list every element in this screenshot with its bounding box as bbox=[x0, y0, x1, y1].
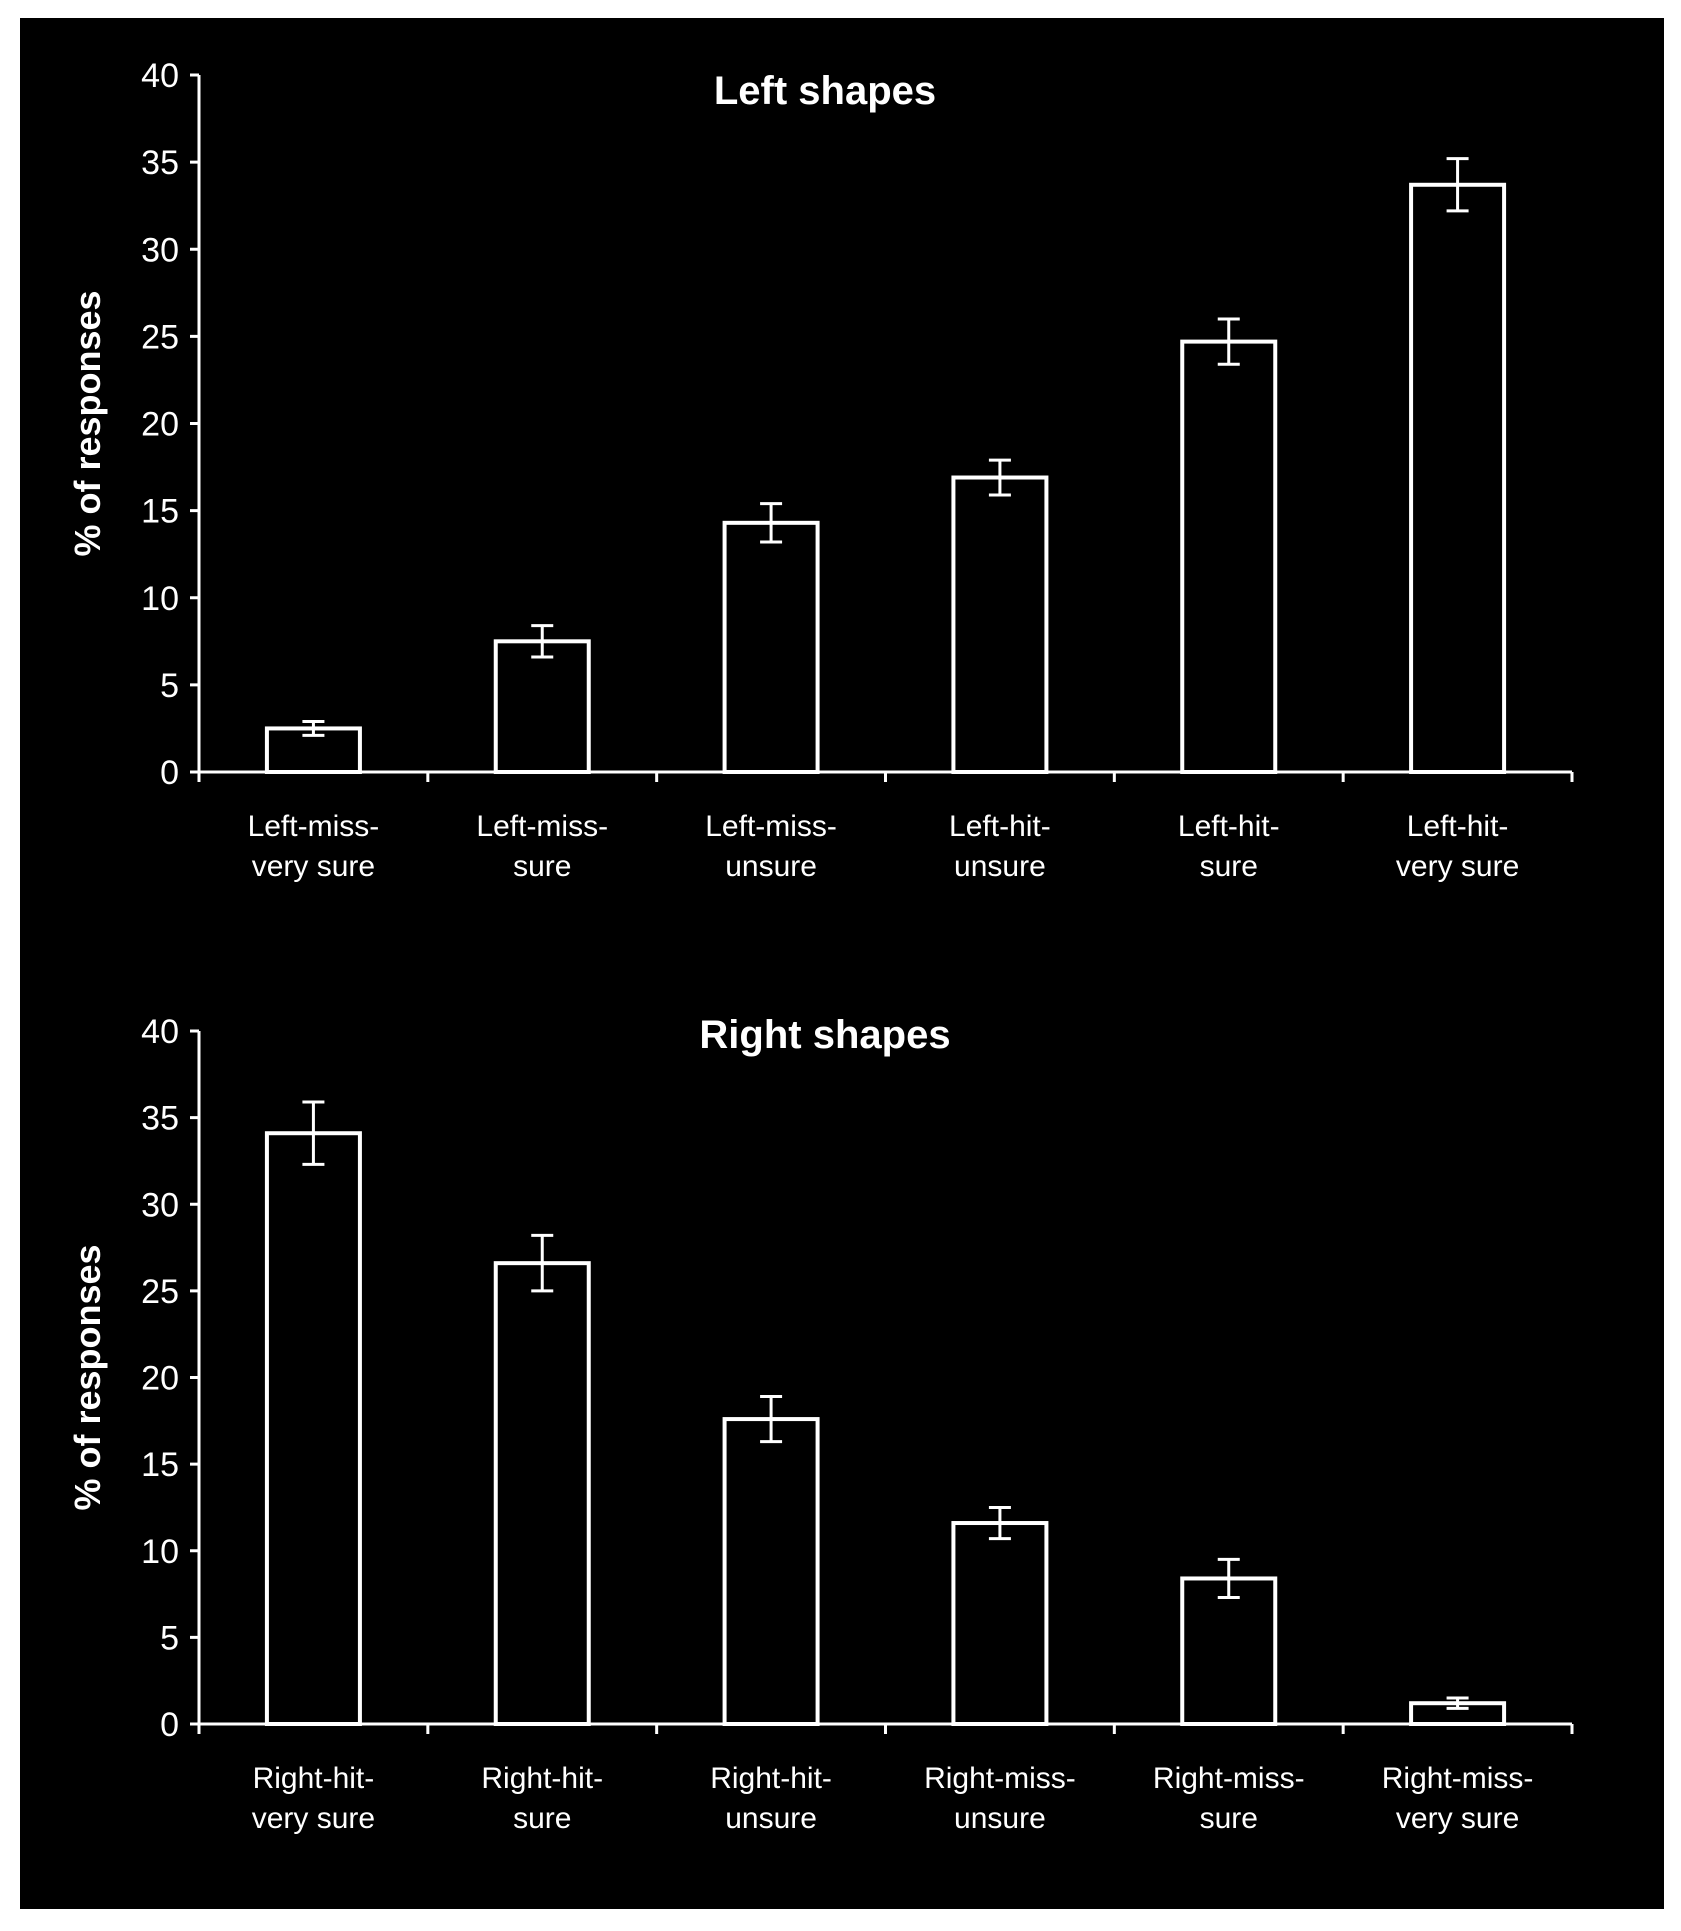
x-category-label: sure bbox=[1200, 850, 1258, 883]
x-category-label: very sure bbox=[252, 1802, 375, 1835]
x-category-label: Right-hit- bbox=[481, 1762, 603, 1795]
y-axis-title: % of responses bbox=[67, 290, 108, 556]
figure: Left shapes % of responses 0 5 10 15 20 25 30 35 4… bbox=[20, 18, 1664, 1909]
y-tick-label: 15 bbox=[141, 493, 179, 531]
x-category-label: very sure bbox=[252, 850, 375, 883]
x-category-label: Left-miss- bbox=[476, 810, 608, 843]
x-category-label: unsure bbox=[954, 850, 1046, 883]
x-category-label: Right-miss- bbox=[924, 1762, 1076, 1795]
chart-panel-left: Left shapes % of responses 0 5 10 15 20 25 30 35 4… bbox=[67, 57, 1574, 883]
y-tick-label: 35 bbox=[141, 144, 179, 182]
bar bbox=[1180, 339, 1278, 774]
bar bbox=[1409, 182, 1507, 774]
x-category-label: unsure bbox=[954, 1802, 1046, 1835]
x-category-label: unsure bbox=[725, 850, 817, 883]
chart-title: Right shapes bbox=[699, 1013, 950, 1057]
y-tick-label: 25 bbox=[141, 318, 179, 356]
y-axis-title: % of responses bbox=[67, 1244, 108, 1510]
bar bbox=[951, 475, 1049, 774]
chart-svg: Left shapes % of responses 0 5 10 15 20 25 30 35 4… bbox=[67, 57, 1574, 1835]
bar bbox=[264, 1131, 362, 1726]
x-category-label: Right-hit- bbox=[253, 1762, 375, 1795]
x-category-label: Left-hit- bbox=[1178, 810, 1280, 843]
bar bbox=[951, 1521, 1049, 1727]
y-tick-label: 0 bbox=[160, 754, 179, 792]
y-tick-label: 10 bbox=[141, 1533, 179, 1571]
x-category-label: sure bbox=[1200, 1802, 1258, 1835]
x-category-label: very sure bbox=[1396, 1802, 1519, 1835]
y-tick-label: 0 bbox=[160, 1706, 179, 1744]
bar bbox=[1180, 1576, 1278, 1726]
y-tick-label: 30 bbox=[141, 1186, 179, 1224]
x-category-label: Left-hit- bbox=[1407, 810, 1509, 843]
bar bbox=[493, 639, 591, 774]
y-tick-label: 25 bbox=[141, 1273, 179, 1311]
bar bbox=[493, 1261, 591, 1727]
chart-panel-right: Right shapes % of responses 0 5 10 15 20 25 30 35… bbox=[67, 1013, 1574, 1835]
y-tick-label: 5 bbox=[160, 1619, 179, 1657]
x-category-label: Right-hit- bbox=[710, 1762, 832, 1795]
x-category-label: Left-miss- bbox=[248, 810, 380, 843]
bar bbox=[722, 1417, 820, 1726]
x-category-label: Left-miss- bbox=[705, 810, 837, 843]
y-tick-label: 5 bbox=[160, 667, 179, 705]
x-category-label: Right-miss- bbox=[1382, 1762, 1534, 1795]
x-category-label: very sure bbox=[1396, 850, 1519, 883]
x-category-label: Left-hit- bbox=[949, 810, 1051, 843]
x-category-label: sure bbox=[513, 850, 571, 883]
bar bbox=[722, 520, 820, 775]
y-tick-label: 35 bbox=[141, 1100, 179, 1138]
y-tick-label: 10 bbox=[141, 580, 179, 618]
x-category-label: Right-miss- bbox=[1153, 1762, 1305, 1795]
y-tick-label: 40 bbox=[141, 57, 179, 95]
y-tick-label: 40 bbox=[141, 1013, 179, 1051]
y-tick-label: 20 bbox=[141, 1360, 179, 1398]
y-tick-label: 15 bbox=[141, 1446, 179, 1484]
y-tick-label: 30 bbox=[141, 231, 179, 269]
y-tick-label: 20 bbox=[141, 406, 179, 444]
x-category-label: unsure bbox=[725, 1802, 817, 1835]
x-category-label: sure bbox=[513, 1802, 571, 1835]
chart-title: Left shapes bbox=[714, 69, 936, 113]
